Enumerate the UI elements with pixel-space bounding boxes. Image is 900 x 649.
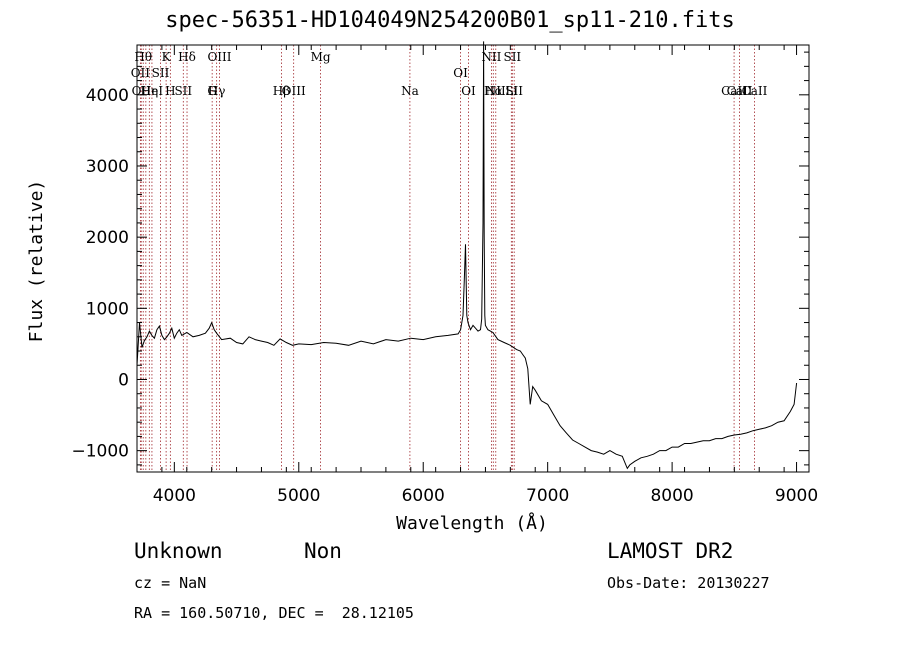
x-tick-label: 7000: [526, 486, 569, 506]
y-tick-label: 2000: [86, 228, 129, 248]
x-tick-label: 4000: [153, 486, 196, 506]
x-tick-label: 9000: [775, 486, 818, 506]
line-marker-label: OI: [461, 84, 476, 98]
line-marker-label: OIII: [282, 84, 306, 98]
line-markers: [139, 45, 755, 472]
spectrum-line: [136, 41, 798, 470]
class-label: Unknown: [134, 539, 223, 563]
line-marker-label: OII: [131, 66, 151, 80]
y-axis-label: Flux (relative): [26, 180, 47, 343]
line-marker-label: Hθ: [134, 50, 152, 64]
y-tick-label: 0: [118, 370, 129, 390]
chart-title: spec-56351-HD104049N254200B01_sp11-210.f…: [165, 8, 735, 33]
line-marker-label: G: [207, 84, 217, 98]
line-marker-label: H: [165, 84, 175, 98]
line-marker-label: Hα: [484, 84, 503, 98]
line-marker-label: Hβ: [273, 84, 290, 98]
obs-date-text: Obs-Date: 20130227: [607, 574, 770, 592]
line-marker-label: Mg: [311, 50, 331, 64]
x-tick-label: 8000: [650, 486, 693, 506]
line-marker-label: NII: [481, 50, 501, 64]
x-axis-ticks: 4000 5000 6000 7000 8000 9000: [153, 45, 818, 506]
y-tick-label: −1000: [71, 442, 129, 462]
line-marker-label: SII: [503, 50, 521, 64]
line-marker-label: OIII: [207, 50, 231, 64]
y-tick-label: 3000: [86, 157, 129, 177]
line-marker-label: SII: [174, 84, 192, 98]
line-marker-label: SII: [152, 66, 170, 80]
redshift-text: cz = NaN: [134, 574, 207, 592]
line-marker-label: SII: [505, 84, 523, 98]
y-tick-label: 4000: [86, 86, 129, 106]
line-marker-label: Hδ: [178, 50, 196, 64]
line-marker-label: Li: [505, 84, 517, 98]
x-tick-label: 5000: [277, 486, 320, 506]
x-tick-label: 6000: [402, 486, 445, 506]
line-marker-label: CaII: [721, 84, 747, 98]
line-marker-label: H: [141, 84, 151, 98]
line-marker-label: NII: [486, 84, 506, 98]
x-axis-label: Wavelength (Å): [396, 512, 548, 534]
line-marker-labels: OIIOIIHθHHηHeISIIKHSIIHδGHγOIIIHβOIIIMgN…: [131, 50, 768, 98]
line-marker-label: Hγ: [208, 84, 226, 98]
y-tick-label: 1000: [86, 299, 129, 319]
survey-label: LAMOST DR2: [607, 539, 734, 563]
line-marker-label: K: [162, 50, 172, 64]
line-marker-label: Na: [401, 84, 419, 98]
line-marker-label: OI: [453, 66, 468, 80]
line-marker-label: CaII: [727, 84, 753, 98]
plot-frame: [136, 44, 810, 473]
coordinates-text: RA = 160.50710, DEC = 28.12105: [134, 604, 414, 622]
subclass-label: Non: [304, 539, 342, 563]
line-marker-label: HeI: [141, 84, 164, 98]
y-axis-ticks: −1000 0 1000 2000 3000 4000: [71, 51, 809, 466]
line-marker-label: CaII: [742, 84, 768, 98]
